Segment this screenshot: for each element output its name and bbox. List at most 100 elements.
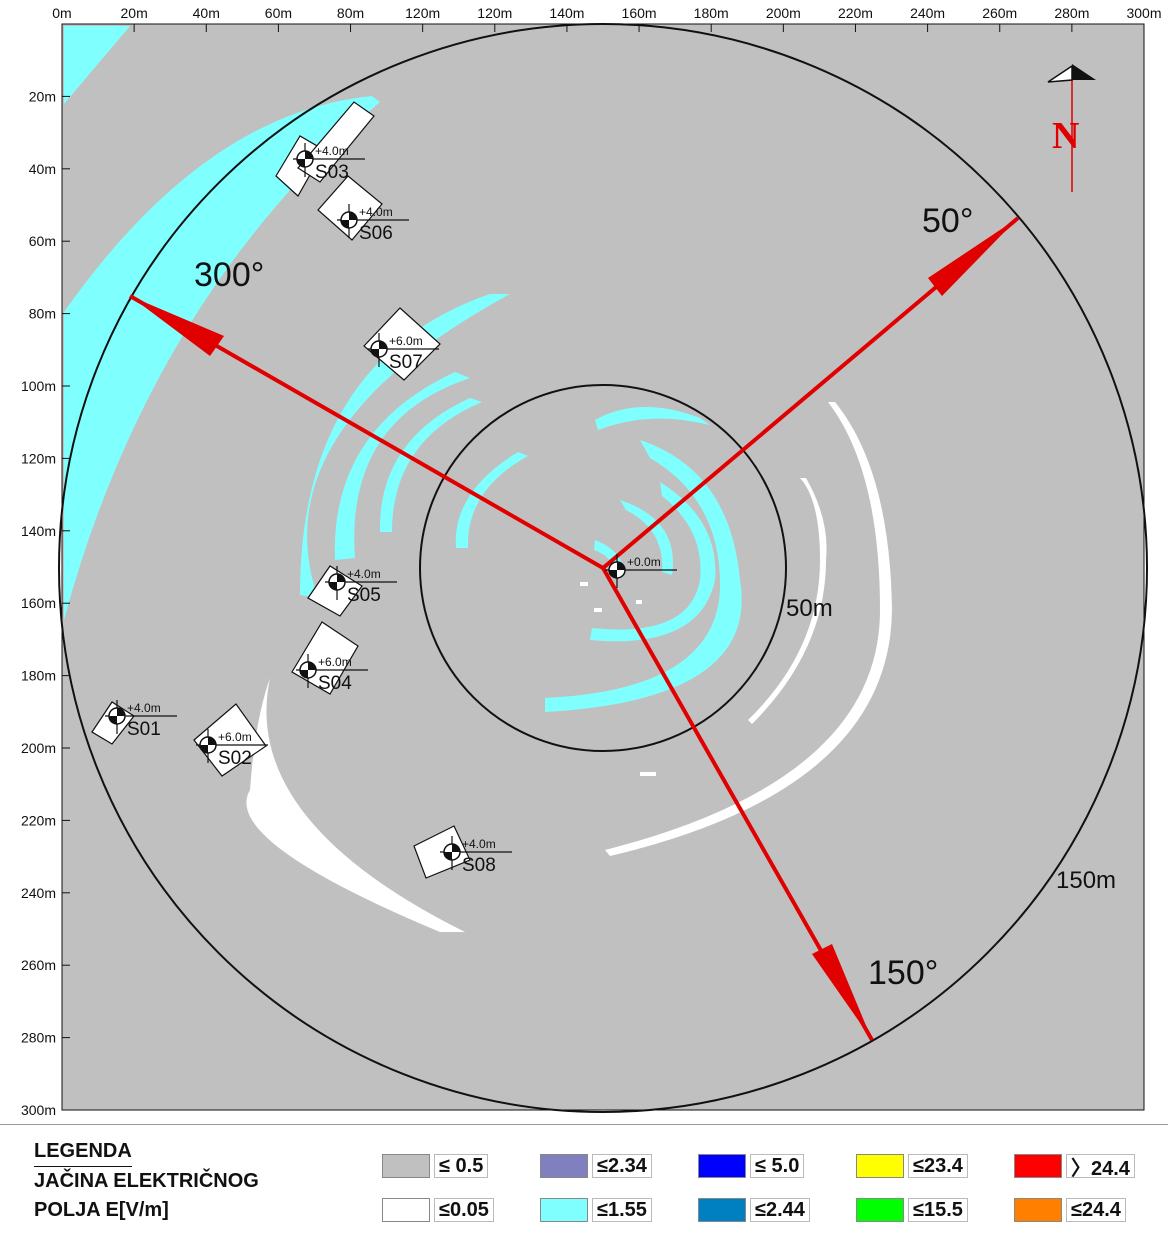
legend-label: ≤15.5 bbox=[908, 1198, 968, 1222]
legend-item: ≤15.5 bbox=[856, 1197, 968, 1223]
legend-title-line-3: POLJA E[V/m] bbox=[34, 1199, 169, 1221]
y-tick-label: 80m bbox=[29, 306, 56, 322]
y-tick-label: 140m bbox=[21, 523, 56, 539]
x-tick-label: 200m bbox=[766, 5, 801, 21]
legend-swatch bbox=[698, 1154, 746, 1178]
legend-label: ≤23.4 bbox=[908, 1154, 968, 1178]
legend-swatch bbox=[856, 1154, 904, 1178]
site-id-label: S01 bbox=[127, 719, 161, 740]
direction-arrows bbox=[129, 216, 1020, 1041]
site-marker-s07: +6.0m S07 bbox=[367, 333, 439, 373]
site-height-label: +6.0m bbox=[389, 334, 423, 348]
site-height-label: +4.0m bbox=[359, 205, 393, 219]
legend-label: ≤24.4 bbox=[1066, 1198, 1126, 1222]
white-arc-right-inner bbox=[748, 478, 827, 724]
legend-swatch bbox=[1014, 1154, 1062, 1178]
building-s03-b bbox=[297, 101, 375, 183]
site-height-label: +4.0m bbox=[315, 144, 349, 158]
site-id-label: S06 bbox=[359, 223, 393, 244]
site-id-label: S03 bbox=[315, 162, 349, 183]
y-tick-label: 100m bbox=[21, 378, 56, 394]
direction-label-300: 300° bbox=[194, 256, 264, 294]
range-circle-inner bbox=[419, 384, 787, 752]
site-id-label: S04 bbox=[318, 673, 352, 694]
direction-label-50: 50° bbox=[922, 202, 973, 240]
site-marker-s08: +4.0m S08 bbox=[440, 836, 512, 876]
legend-label: ≤1.55 bbox=[592, 1198, 652, 1222]
site-id-label: S07 bbox=[389, 352, 423, 373]
buildings bbox=[91, 101, 471, 879]
legend-label: ≤0.05 bbox=[434, 1198, 494, 1222]
x-tick-label: 140m bbox=[549, 5, 584, 21]
site-marker-s04: +6.0m S04 bbox=[296, 654, 368, 694]
arrow-300-head bbox=[130, 296, 224, 356]
legend-swatch bbox=[698, 1198, 746, 1222]
legend-item: ≤ 0.5 bbox=[382, 1153, 489, 1179]
arrow-50-head bbox=[928, 218, 1018, 296]
legend-swatch bbox=[540, 1198, 588, 1222]
legend-title: LEGENDA JAČINA ELEKTRIČNOG POLJA E[V/m] bbox=[34, 1137, 259, 1225]
y-tick-label: 160m bbox=[21, 595, 56, 611]
x-axis: 0m 20m 40m 60m 80m 120m 120m 140m 160m 180m 200m 22… bbox=[52, 5, 1162, 32]
y-tick-label: 40m bbox=[29, 161, 56, 177]
site-marker-s06: +4.0m S06 bbox=[337, 204, 409, 244]
cyan-corner-strip bbox=[64, 26, 130, 104]
cyan-arc-left-3 bbox=[379, 398, 482, 532]
circle-label-inner: 50m bbox=[786, 595, 833, 622]
x-tick-label: 280m bbox=[1054, 5, 1089, 21]
legend-title-line-1: LEGENDA bbox=[34, 1137, 132, 1167]
site-marker-s01: +4.0m S01 bbox=[105, 700, 177, 740]
site-markers: +4.0m S01 +6.0m S02 +4.0m S03 +6.0m S04 +4.0m S05… bbox=[105, 143, 677, 876]
legend-item: 〉24.4 bbox=[1014, 1153, 1135, 1180]
direction-label-150: 150° bbox=[868, 954, 938, 992]
y-tick-label: 60m bbox=[29, 233, 56, 249]
legend-swatch bbox=[382, 1154, 430, 1178]
site-marker-s02: +6.0m S02 bbox=[196, 729, 268, 769]
arrow-150-head bbox=[812, 944, 872, 1040]
site-height-label: +6.0m bbox=[318, 655, 352, 669]
legend: LEGENDA JAČINA ELEKTRIČNOG POLJA E[V/m] … bbox=[0, 1124, 1168, 1235]
y-tick-label: 200m bbox=[21, 740, 56, 756]
y-tick-label: 120m bbox=[21, 450, 56, 466]
y-tick-label: 260m bbox=[21, 957, 56, 973]
white-dot-1 bbox=[580, 582, 588, 586]
site-id-label: S08 bbox=[462, 855, 496, 876]
site-marker-s03: +4.0m S03 bbox=[293, 143, 365, 183]
x-tick-label: 60m bbox=[265, 5, 292, 21]
x-tick-label: 260m bbox=[982, 5, 1017, 21]
x-tick-label: 220m bbox=[838, 5, 873, 21]
white-crescent-left bbox=[246, 678, 465, 932]
cyan-arc-left-4 bbox=[455, 452, 528, 548]
site-id-label: S05 bbox=[347, 585, 381, 606]
white-dot-3 bbox=[636, 600, 642, 604]
x-tick-label: 80m bbox=[337, 5, 364, 21]
white-field-zones bbox=[246, 402, 892, 932]
building-s05 bbox=[307, 565, 363, 617]
site-height-label: +4.0m bbox=[127, 701, 161, 715]
site-id-label: S02 bbox=[218, 748, 252, 769]
x-tick-label: 0m bbox=[52, 5, 71, 21]
cyan-arc-upper bbox=[595, 406, 710, 430]
north-arrow: N bbox=[1047, 64, 1096, 192]
legend-swatch bbox=[382, 1198, 430, 1222]
y-tick-label: 280m bbox=[21, 1030, 56, 1046]
legend-label: 〉24.4 bbox=[1066, 1154, 1135, 1180]
building-s02 bbox=[193, 703, 267, 777]
x-tick-label: 120m bbox=[405, 5, 440, 21]
site-marker-s05: +4.0m S05 bbox=[325, 566, 397, 606]
building-s07 bbox=[363, 307, 441, 381]
legend-swatch bbox=[856, 1198, 904, 1222]
x-tick-label: 160m bbox=[622, 5, 657, 21]
circle-label-outer: 150m bbox=[1056, 867, 1116, 894]
legend-swatch bbox=[540, 1154, 588, 1178]
north-label: N bbox=[1052, 115, 1079, 157]
site-height-label: +4.0m bbox=[462, 837, 496, 851]
cyan-arc-left-2 bbox=[334, 372, 470, 560]
north-arrow-head-dark bbox=[1072, 64, 1096, 80]
cyan-arc-inner bbox=[620, 500, 673, 575]
legend-label: ≤ 0.5 bbox=[434, 1154, 489, 1178]
y-tick-label: 240m bbox=[21, 885, 56, 901]
legend-item: ≤2.34 bbox=[540, 1153, 652, 1179]
site-height-label: +4.0m bbox=[347, 567, 381, 581]
x-tick-label: 120m bbox=[477, 5, 512, 21]
